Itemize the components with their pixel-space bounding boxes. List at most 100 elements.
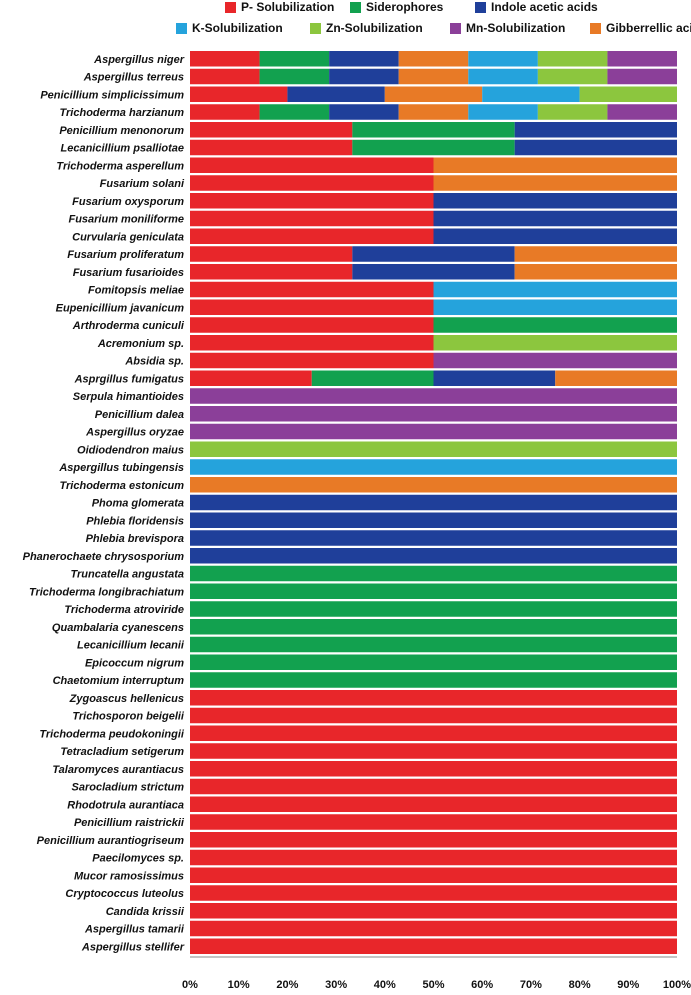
bar-segment-acremonium-sp-zn-solubilization	[433, 335, 677, 351]
x-tick-label-40: 40%	[374, 979, 396, 991]
bar-segment-aspergillus-niger-gibberrellic-acid	[398, 51, 469, 67]
bar-segment-acremonium-sp-p-solubilization	[190, 335, 434, 351]
category-label-sarocladium-strictum: Sarocladium strictum	[72, 782, 185, 794]
category-label-aspergillus-stellifer: Aspergillus stellifer	[81, 941, 185, 953]
bar-segment-penicillium-menonorum-siderophores	[352, 122, 515, 138]
bar-segment-penicillium-raistrickii-p-solubilization	[190, 814, 677, 830]
bar-segment-aspergillus-niger-indole-acetic-acids	[329, 51, 399, 67]
category-label-aspergillus-niger: Aspergillus niger	[93, 54, 185, 66]
legend-item-p-solubilization: P- Solubilization	[225, 0, 334, 14]
bar-segment-fusarium-proliferatum-gibberrellic-acid	[514, 246, 677, 262]
bar-segment-penicillium-menonorum-p-solubilization	[190, 122, 353, 138]
bar-segment-oidiodendron-maius-zn-solubilization	[190, 441, 677, 457]
bar-segment-lecanicillium-psalliotae-siderophores	[352, 139, 515, 156]
bar-segment-aspergillus-tubingensis-k-solubilization	[190, 459, 677, 475]
category-label-rhodotrula-aurantiaca: Rhodotrula aurantiaca	[67, 799, 184, 811]
bar-segment-trichoderma-atroviride-siderophores	[190, 601, 677, 617]
legend-swatch-siderophores	[350, 1, 361, 13]
bar-segment-aspergillus-terreus-k-solubilization	[468, 68, 538, 85]
bar-segment-phlebia-brevispora-indole-acetic-acids	[190, 530, 677, 546]
category-label-trichosporon-beigelii: Trichosporon beigelii	[72, 711, 185, 723]
bar-segment-trichoderma-estonicum-gibberrellic-acid	[190, 477, 677, 493]
bar-segment-eupenicillium-javanicum-k-solubilization	[433, 299, 677, 315]
bar-segment-fusarium-moniliforme-p-solubilization	[190, 210, 434, 227]
category-label-mucor-ramosissimus: Mucor ramosissimus	[74, 870, 184, 882]
legend-item-zn-solubilization: Zn-Solubilization	[310, 21, 423, 35]
bar-segment-fusarium-proliferatum-p-solubilization	[190, 246, 353, 262]
bar-segment-curvularia-geniculata-indole-acetic-acids	[433, 228, 677, 244]
bar-segment-aspergillus-terreus-p-solubilization	[190, 68, 260, 85]
category-label-eupenicillium-javanicum: Eupenicillium javanicum	[56, 302, 185, 314]
bar-segment-lecanicillium-psalliotae-indole-acetic-acids	[514, 139, 677, 156]
bar-segment-phoma-glomerata-indole-acetic-acids	[190, 494, 677, 511]
bar-segment-absidia-sp-p-solubilization	[190, 352, 434, 369]
legend-swatch-zn-solubilization	[310, 22, 321, 34]
category-label-lecanicillium-psalliotae: Lecanicillium psalliotae	[61, 143, 185, 155]
bar-segment-aspergillus-terreus-zn-solubilization	[537, 68, 608, 85]
category-label-phanerochaete-chrysosporium: Phanerochaete chrysosporium	[23, 551, 185, 563]
bar-segment-aspergillus-niger-mn-solubilization	[607, 51, 677, 67]
category-label-asprgillus-fumigatus: Asprgillus fumigatus	[74, 373, 184, 385]
bar-segment-aspergillus-tamarii-p-solubilization	[190, 920, 677, 937]
bar-segment-aspergillus-oryzae-mn-solubilization	[190, 423, 677, 440]
x-tick-label-90: 90%	[617, 979, 639, 991]
bar-segment-trichoderma-harzianum-indole-acetic-acids	[329, 104, 399, 120]
legend-label-k-solubilization: K-Solubilization	[192, 21, 283, 35]
bar-segment-lecanicillium-psalliotae-p-solubilization	[190, 139, 353, 156]
category-label-phoma-glomerata: Phoma glomerata	[92, 498, 184, 510]
category-label-aspergillus-tubingensis: Aspergillus tubingensis	[58, 462, 184, 474]
bar-segment-aspergillus-niger-zn-solubilization	[537, 51, 608, 67]
bar-segment-trichoderma-asperellum-gibberrellic-acid	[433, 157, 677, 173]
category-label-penicillium-menonorum: Penicillium menonorum	[59, 125, 184, 137]
bar-segment-asprgillus-fumigatus-indole-acetic-acids	[433, 370, 556, 386]
bar-segment-penicillium-simplicissimum-p-solubilization	[190, 86, 288, 102]
category-label-paecilomyces-sp: Paecilomyces sp.	[92, 853, 184, 865]
category-label-zygoascus-hellenicus: Zygoascus hellenicus	[69, 693, 184, 705]
bar-segment-chaetomium-interruptum-siderophores	[190, 672, 677, 688]
bar-segment-talaromyces-aurantiacus-p-solubilization	[190, 761, 677, 777]
bar-segment-aspergillus-terreus-indole-acetic-acids	[329, 68, 399, 85]
bar-segment-fusarium-fusarioides-p-solubilization	[190, 264, 353, 280]
category-label-phlebia-floridensis: Phlebia floridensis	[86, 515, 184, 527]
bar-segment-quambalaria-cyanescens-siderophores	[190, 619, 677, 635]
category-labels: Aspergillus niger Aspergillus terreus Peni…	[23, 54, 185, 954]
legend-label-siderophores: Siderophores	[366, 0, 444, 14]
bar-segment-aspergillus-niger-k-solubilization	[468, 51, 538, 67]
bar-segment-trichoderma-asperellum-p-solubilization	[190, 157, 434, 173]
x-tick-label-60: 60%	[471, 979, 493, 991]
category-label-fusarium-solani: Fusarium solani	[100, 178, 185, 190]
x-tick-label-10: 10%	[228, 979, 250, 991]
x-tick-label-0: 0%	[182, 979, 198, 991]
legend-item-gibberrellic-acid: Gibberrellic acid	[590, 21, 691, 35]
bar-segment-trichoderma-peudokoningii-p-solubilization	[190, 725, 677, 741]
bar-segment-penicillium-simplicissimum-indole-acetic-acids	[287, 86, 385, 102]
category-label-trichoderma-longibrachiatum: Trichoderma longibrachiatum	[29, 586, 184, 598]
category-label-quambalaria-cyanescens: Quambalaria cyanescens	[52, 622, 184, 634]
bar-segment-truncatella-angustata-siderophores	[190, 565, 677, 582]
category-label-trichoderma-asperellum: Trichoderma asperellum	[56, 160, 184, 172]
category-label-trichoderma-peudokoningii: Trichoderma peudokoningii	[39, 728, 185, 740]
category-label-penicillium-simplicissimum: Penicillium simplicissimum	[40, 89, 184, 101]
category-label-epicoccum-nigrum: Epicoccum nigrum	[85, 657, 184, 669]
bar-segment-epicoccum-nigrum-siderophores	[190, 654, 677, 670]
category-label-candida-krissii: Candida krissii	[106, 906, 185, 918]
category-label-trichoderma-harzianum: Trichoderma harzianum	[60, 107, 185, 119]
category-label-penicillium-aurantiogriseum: Penicillium aurantiogriseum	[37, 835, 185, 847]
bar-segment-aspergillus-terreus-siderophores	[259, 68, 330, 85]
legend-swatch-p-solubilization	[225, 1, 236, 13]
bar-segment-tetracladium-setigerum-p-solubilization	[190, 743, 677, 759]
bar-segment-arthroderma-cuniculi-p-solubilization	[190, 317, 434, 333]
bar-segment-trichoderma-longibrachiatum-siderophores	[190, 583, 677, 599]
bar-segment-aspergillus-niger-siderophores	[259, 51, 330, 67]
legend-item-indole-acetic-acids: Indole acetic acids	[475, 0, 598, 14]
bar-segment-fusarium-solani-p-solubilization	[190, 175, 434, 191]
bar-segment-fusarium-oxysporum-p-solubilization	[190, 193, 434, 209]
legend-label-gibberrellic-acid: Gibberrellic acid	[606, 21, 691, 35]
legend-label-p-solubilization: P- Solubilization	[241, 0, 335, 14]
bar-segment-asprgillus-fumigatus-siderophores	[311, 370, 434, 386]
x-tick-label-80: 80%	[569, 979, 591, 991]
bar-segment-penicillium-aurantiogriseum-p-solubilization	[190, 832, 677, 848]
bar-segment-paecilomyces-sp-p-solubilization	[190, 849, 677, 866]
